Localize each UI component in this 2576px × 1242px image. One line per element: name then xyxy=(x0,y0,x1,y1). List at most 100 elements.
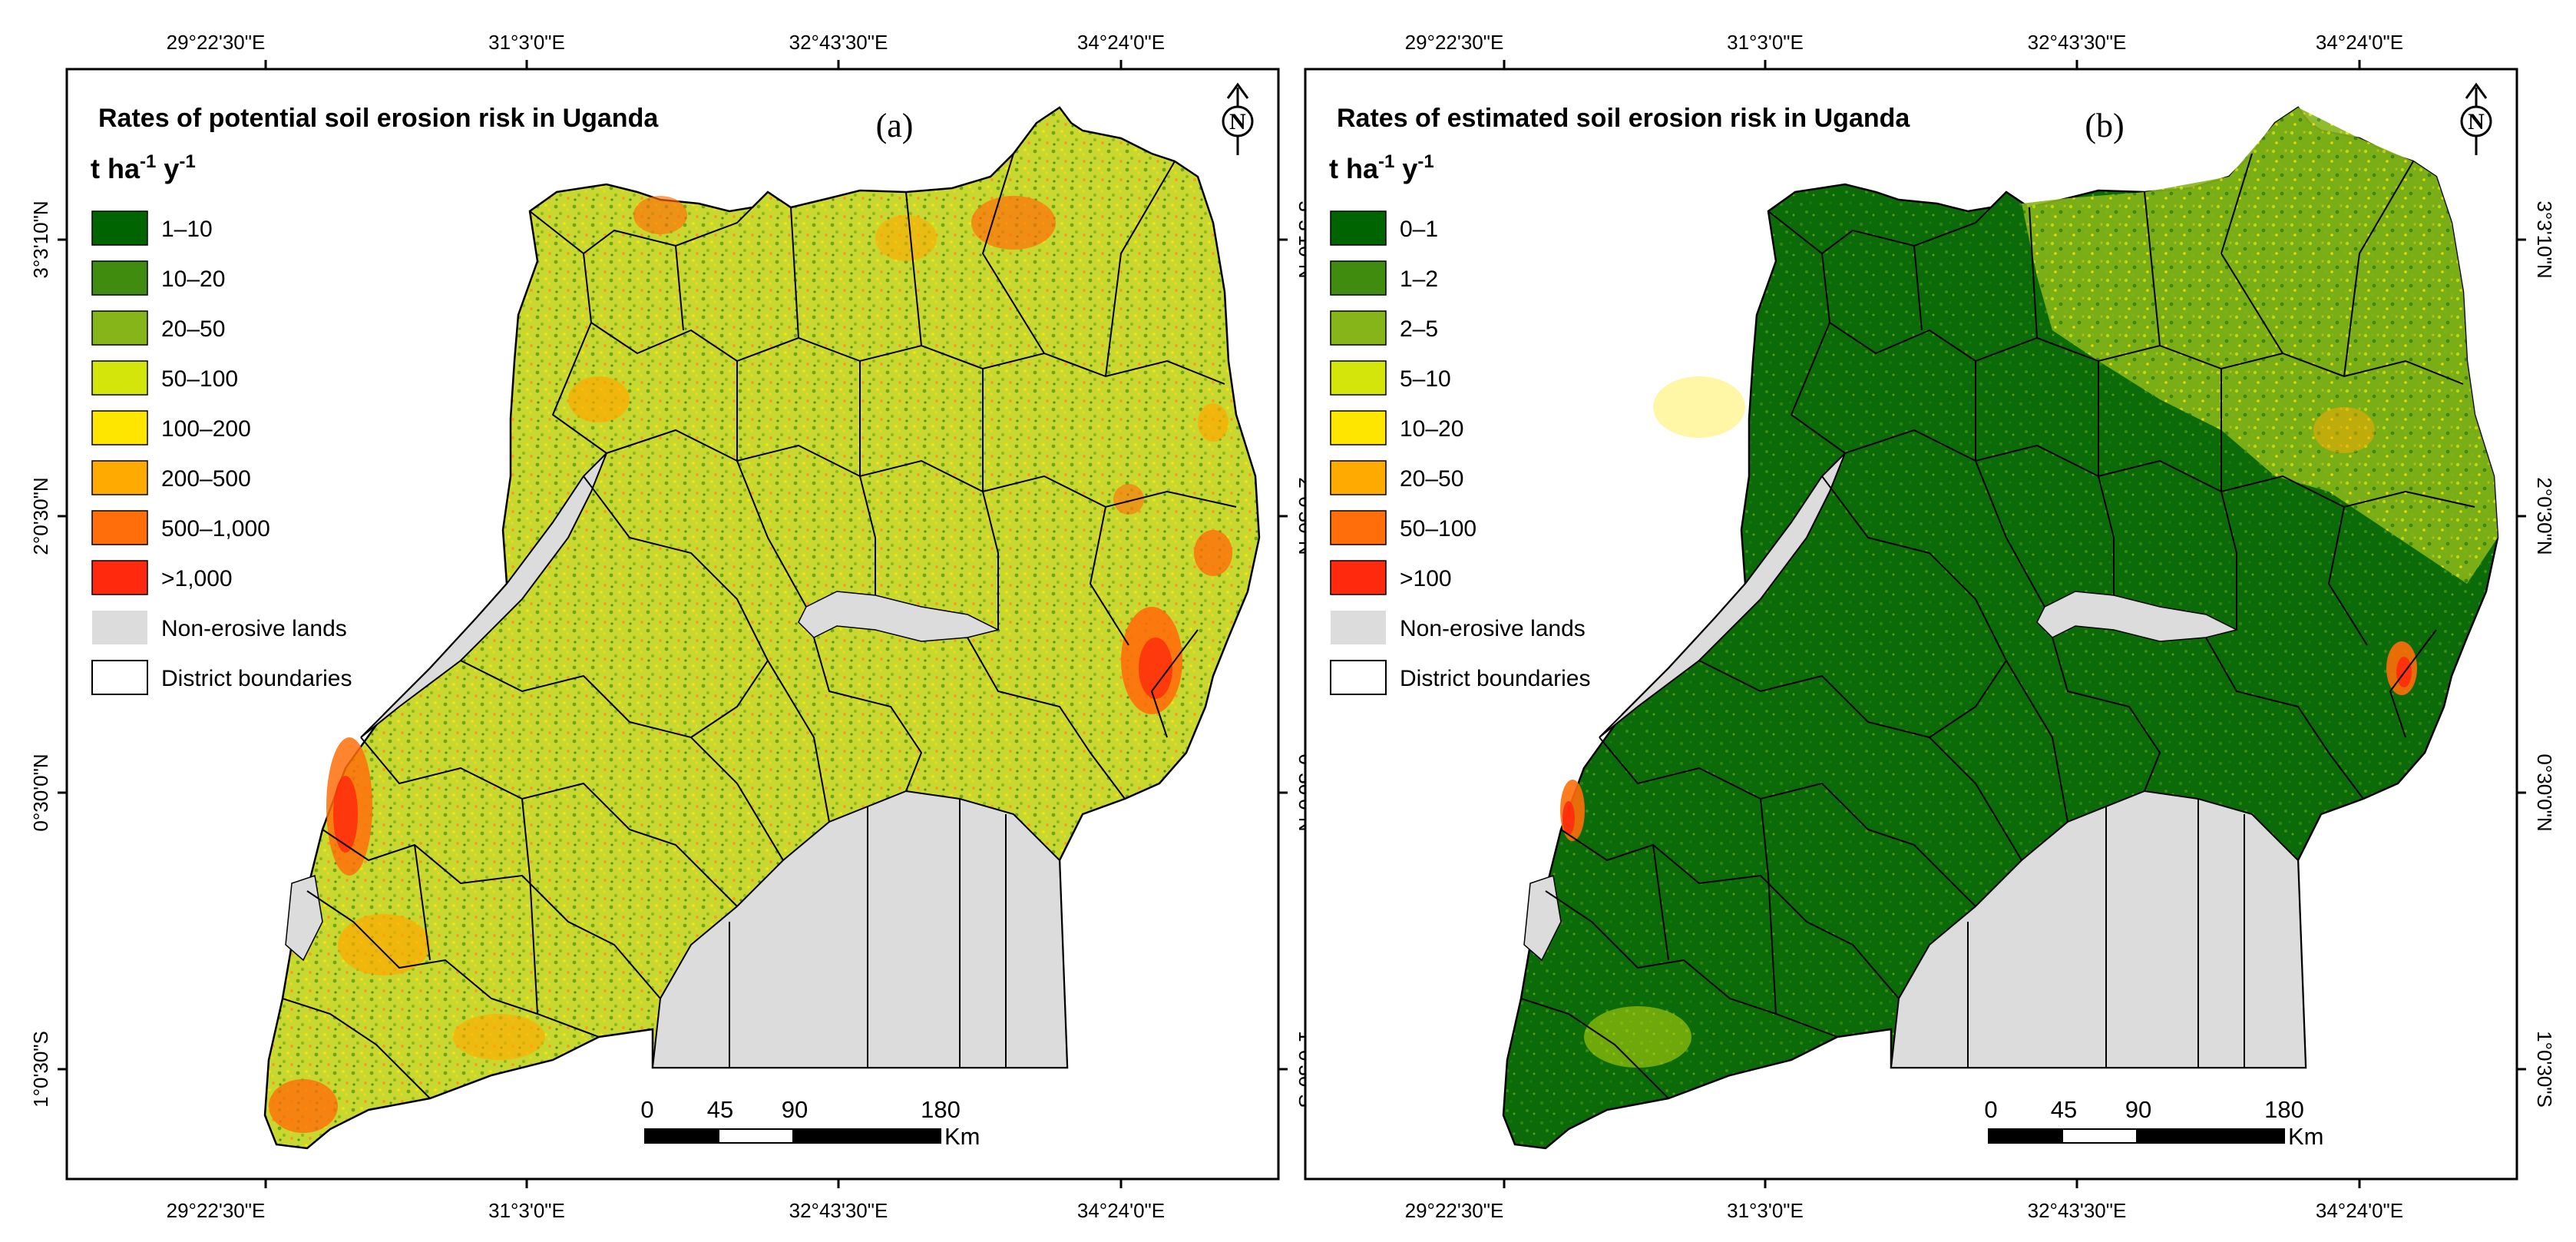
scale-b-unit: Km xyxy=(2288,1123,2324,1150)
legend-swatch-a-3 xyxy=(91,360,148,396)
district-boundaries xyxy=(1520,153,2475,1099)
scale-b-0: 0 xyxy=(1984,1096,1997,1123)
legend-label-b-2: 2–5 xyxy=(1400,316,1438,342)
legend-label-a-2: 20–50 xyxy=(161,316,225,342)
legend-swatch-a-0 xyxy=(91,210,148,246)
legend-label-b-5: 20–50 xyxy=(1400,466,1463,492)
lat-left-4: 1°0'30"S xyxy=(29,1031,52,1108)
legend-swatch-b-0 xyxy=(1330,210,1387,246)
legend-swatch-b-9 xyxy=(1330,660,1387,695)
lon-bottom-2: 31°3'0"E xyxy=(488,1199,565,1222)
lon-top-1: 29°22'30"E xyxy=(1405,31,1504,54)
legend-label-a-1: 10–20 xyxy=(161,267,225,292)
panel-a-title: Rates of potential soil erosion risk in … xyxy=(98,104,659,133)
lat-left-3: 0°30'0"N xyxy=(29,753,52,831)
legend-swatch-a-8 xyxy=(92,611,147,644)
lon-bottom-3: 32°43'30"E xyxy=(2028,1199,2127,1222)
lon-bottom-4: 34°24'0"E xyxy=(1077,1199,1165,1222)
legend-label-b-0: 0–1 xyxy=(1400,217,1438,242)
legend-label-a-5: 200–500 xyxy=(161,466,251,492)
panel-b-scale-bar: 0 45 90 180 Km xyxy=(1984,1096,2323,1150)
north-arrow-icon: N xyxy=(2460,82,2492,155)
panel-a-legend: 1–10 10–20 20–50 50–100 100–200 200–500 … xyxy=(91,210,352,695)
legend-label-b-9: District boundaries xyxy=(1400,666,1590,691)
lon-bottom-2: 31°3'0"E xyxy=(1727,1199,1804,1222)
northeast-moderate-area xyxy=(2022,108,2498,584)
lat-left-2: 2°0'30"N xyxy=(29,477,52,555)
legend-label-a-3: 50–100 xyxy=(161,366,238,392)
lake-edward-area xyxy=(1523,875,1562,962)
north-letter-a: N xyxy=(1229,109,1246,134)
legend-swatch-a-1 xyxy=(91,260,148,296)
legend-label-a-9: District boundaries xyxy=(161,666,352,691)
lon-top-3: 32°43'30"E xyxy=(2028,31,2127,54)
legend-label-b-4: 10–20 xyxy=(1400,416,1463,442)
legend-label-b-6: 50–100 xyxy=(1400,516,1476,542)
legend-label-a-0: 1–10 xyxy=(161,217,213,242)
lake-albert-area xyxy=(1599,452,1846,738)
legend-label-b-1: 1–2 xyxy=(1400,267,1438,292)
lat-right-2: 2°0'30"N xyxy=(2533,477,2556,555)
legend-swatch-b-7 xyxy=(1330,560,1387,595)
lon-top-3: 32°43'30"E xyxy=(789,31,888,54)
legend-swatch-a-5 xyxy=(91,460,148,495)
scale-b-90: 90 xyxy=(2125,1096,2151,1123)
legend-swatch-a-7 xyxy=(91,560,148,595)
lat-right-4: 1°0'30"S xyxy=(2533,1031,2556,1108)
lon-top-1: 29°22'30"E xyxy=(167,31,266,54)
north-letter-b: N xyxy=(2468,109,2485,134)
legend-swatch-a-6 xyxy=(91,510,148,545)
panel-b-legend: 0–1 1–2 2–5 5–10 10–20 20–50 50–100 >100… xyxy=(1330,210,1590,695)
scale-b-45: 45 xyxy=(2051,1096,2077,1123)
scale-a-180: 180 xyxy=(921,1096,961,1123)
lon-bottom-4: 34°24'0"E xyxy=(2316,1199,2403,1222)
high-risk-hotspots xyxy=(1560,376,2417,1068)
legend-swatch-b-1 xyxy=(1330,260,1387,296)
lat-right-3: 0°30'0"N xyxy=(2533,753,2556,831)
legend-swatch-b-4 xyxy=(1330,410,1387,445)
scale-b-180: 180 xyxy=(2264,1096,2304,1123)
frame-ticks xyxy=(1503,60,2526,1188)
legend-label-b-3: 5–10 xyxy=(1400,366,1451,392)
scale-a-90: 90 xyxy=(782,1096,808,1123)
lon-top-4: 34°24'0"E xyxy=(1077,31,1165,54)
north-arrow-icon: N xyxy=(1222,82,1254,155)
legend-label-a-8: Non-erosive lands xyxy=(161,616,347,641)
panel-b-letter: (b) xyxy=(2085,107,2124,144)
lon-bottom-3: 32°43'30"E xyxy=(789,1199,888,1222)
frame-ticks xyxy=(58,60,1288,1188)
uganda-map xyxy=(1502,106,2499,1150)
scale-a-0: 0 xyxy=(640,1096,653,1123)
legend-swatch-b-5 xyxy=(1330,460,1387,495)
lon-bottom-1: 29°22'30"E xyxy=(1405,1199,1504,1222)
panel-b: 29°22'30"E 31°3'0"E 32°43'30"E 34°24'0"E… xyxy=(1304,31,2556,1222)
legend-swatch-b-2 xyxy=(1330,310,1387,346)
panel-a-scale-bar: 0 45 90 180 Km xyxy=(640,1096,980,1150)
lon-top-2: 31°3'0"E xyxy=(1727,31,1804,54)
lon-top-2: 31°3'0"E xyxy=(488,31,565,54)
panel-b-unit: t ha-1 y-1 xyxy=(1329,151,1434,184)
legend-swatch-b-3 xyxy=(1330,360,1387,396)
lon-bottom-1: 29°22'30"E xyxy=(167,1199,266,1222)
scale-a-45: 45 xyxy=(707,1096,733,1123)
legend-label-b-7: >100 xyxy=(1400,566,1452,591)
legend-swatch-b-6 xyxy=(1330,510,1387,545)
uganda-map xyxy=(263,106,1261,1150)
legend-swatch-b-8 xyxy=(1331,611,1386,644)
legend-swatch-a-9 xyxy=(91,660,148,695)
scale-a-unit: Km xyxy=(944,1123,980,1150)
panel-a-letter: (a) xyxy=(876,107,914,144)
legend-label-a-4: 100–200 xyxy=(161,416,251,442)
lon-top-4: 34°24'0"E xyxy=(2316,31,2403,54)
panel-a: 29°22'30"E 31°3'0"E 32°43'30"E 34°24'0"E… xyxy=(29,31,1318,1222)
lake-albert-area xyxy=(360,452,607,738)
lake-edward-area xyxy=(285,875,323,962)
legend-label-a-7: >1,000 xyxy=(161,566,233,591)
legend-swatch-a-4 xyxy=(91,410,148,445)
legend-label-b-8: Non-erosive lands xyxy=(1400,616,1586,641)
high-risk-hotspots xyxy=(269,196,1232,1133)
district-boundaries xyxy=(282,153,1237,1099)
panel-a-unit: t ha-1 y-1 xyxy=(91,151,196,184)
lat-left-1: 3°3'10"N xyxy=(29,200,52,278)
